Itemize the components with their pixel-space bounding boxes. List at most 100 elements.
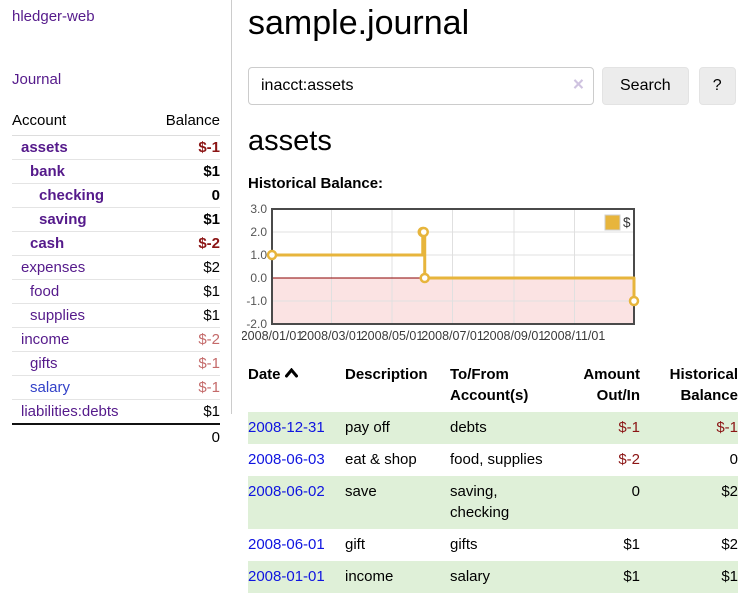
transaction-accounts: saving, checking [450,482,510,522]
page-title: sample.journal [248,4,470,42]
account-row: liabilities:debts $1 [12,400,220,425]
header-accounts[interactable]: To/From Account(s) [450,366,529,404]
transaction-balance: $2 [721,482,738,500]
account-link[interactable]: supplies [30,307,86,324]
account-row: income $-2 [12,327,220,352]
accounts-total-row: 0 [12,423,220,450]
account-link[interactable]: liabilities:debts [21,403,119,420]
account-row: salary $-1 [12,375,220,400]
account-balance: $2 [149,255,220,280]
sidebar: hledger-web Journal Account Balance asse… [0,0,232,450]
account-link[interactable]: checking [39,187,105,204]
svg-text:2008/01/01: 2008/01/01 [242,329,303,343]
transaction-accounts: debts [450,419,487,436]
account-balance: $1 [149,207,220,232]
account-link[interactable]: food [30,283,60,300]
transaction-balance: $-1 [716,419,738,436]
svg-text:-2.0: -2.0 [246,317,267,331]
transaction-date-link[interactable]: 2008-06-03 [248,450,325,468]
accounts-header-balance: Balance [149,108,220,136]
svg-text:0.0: 0.0 [250,271,267,285]
transaction-balance: $2 [721,536,738,553]
search-input[interactable] [248,67,594,105]
account-link[interactable]: cash [30,235,65,252]
sidebar-divider [231,0,232,414]
account-link[interactable]: saving [39,211,87,228]
transaction-accounts: salary [450,567,491,585]
svg-text:-1.0: -1.0 [246,294,267,308]
transaction-accounts: food, supplies [450,450,543,468]
transaction-accounts: gifts [450,536,478,553]
transaction-description: gift [345,536,366,553]
svg-text:2.0: 2.0 [250,225,267,239]
account-link[interactable]: assets [21,139,68,156]
transaction-date-link[interactable]: 2008-06-02 [248,482,325,500]
svg-text:2008/11/01: 2008/11/01 [544,329,606,343]
account-row: food $1 [12,279,220,304]
account-balance: $1 [149,279,220,304]
account-link[interactable]: gifts [30,355,58,372]
transaction-description: pay off [345,419,390,436]
transaction-amount: $-1 [618,419,640,436]
transaction-date-link[interactable]: 2008-12-31 [248,419,325,436]
svg-text:2008/03/01: 2008/03/01 [300,329,363,343]
balance-chart: 3.0 2.0 1.0 0.0 -1.0 -2.02008/01/012008/03/01… [242,202,640,343]
account-balance: $1 [149,303,220,328]
transaction-amount: $1 [623,536,640,553]
account-row: checking 0 [12,183,220,208]
clear-search-icon[interactable]: × [572,74,584,96]
account-balance: $-2 [149,231,220,256]
register-row: 2008-06-01 gift gifts $1 $2 [248,529,738,561]
svg-text:3.0: 3.0 [250,202,267,216]
main-content: sample.journal × Search ? assets Histori… [242,0,742,593]
account-balance: $1 [149,159,220,184]
legend-label: $ [623,215,631,230]
transaction-amount: 0 [631,482,640,500]
account-row: bank $1 [12,159,220,184]
account-row: supplies $1 [12,303,220,328]
account-heading: assets [248,125,332,157]
accounts-body: assets $-1 bank $1 checking 0 saving $1 … [12,135,220,425]
header-amount[interactable]: Amount Out/In [583,366,640,404]
header-description[interactable]: Description [345,366,428,383]
help-button[interactable]: ? [698,67,736,105]
app-title: hledger-web [12,8,220,25]
account-balance: $-1 [149,351,220,376]
journal-link[interactable]: Journal [12,71,62,88]
search-button[interactable]: Search [602,67,689,105]
svg-text:2008/07/01: 2008/07/01 [421,329,484,343]
register-row: 2008-12-31 pay off debts $-1 $-1 [248,412,738,444]
chart-title: Historical Balance: [248,175,384,192]
nav-journal: Journal [12,71,220,88]
account-balance: $-2 [149,327,220,352]
account-link[interactable]: salary [30,379,71,396]
account-balance: $-1 [149,375,220,400]
app-title-link[interactable]: hledger-web [12,8,95,25]
header-date[interactable]: Date [248,362,345,412]
transaction-date-link[interactable]: 2008-01-01 [248,567,325,585]
header-balance[interactable]: Historical Balance [669,366,738,404]
svg-text:2008/09/01: 2008/09/01 [483,329,546,343]
svg-text:1.0: 1.0 [250,248,267,262]
account-link[interactable]: income [21,331,70,348]
transaction-amount: $-2 [618,450,640,468]
transaction-date-link[interactable]: 2008-06-01 [248,536,325,553]
register-row: 2008-06-03 eat & shop food, supplies $-2… [248,444,738,476]
account-row: saving $1 [12,207,220,232]
transaction-description: eat & shop [345,450,417,468]
account-row: expenses $2 [12,255,220,280]
transaction-amount: $1 [623,567,640,585]
search-form: × Search ? [248,67,742,105]
transaction-balance: $1 [721,567,738,585]
accounts-total-value: 0 [149,423,220,450]
account-row: assets $-1 [12,135,220,160]
account-link[interactable]: expenses [21,259,86,276]
legend-swatch [604,214,621,231]
account-balance: $-1 [149,135,220,160]
transaction-balance: 0 [729,450,738,468]
accounts-table: Account Balance assets $-1 bank $1 check… [12,108,220,450]
account-link[interactable]: bank [30,163,66,180]
register-row: 2008-01-01 income salary $1 $1 [248,560,738,593]
register-table: Date Description To/From Account(s) Amou… [248,362,738,593]
account-row: gifts $-1 [12,351,220,376]
